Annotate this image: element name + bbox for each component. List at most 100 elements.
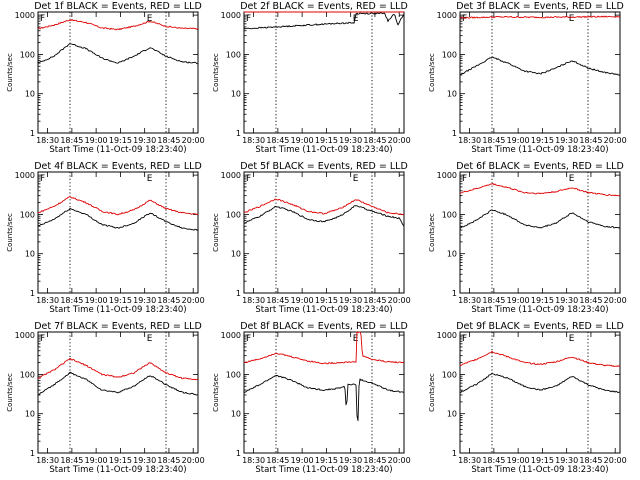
y-tick-label: 100 <box>442 370 457 379</box>
y-tick-label: 100 <box>20 210 35 219</box>
x-tick-label: 18:45 <box>363 456 386 465</box>
y-axis-label: Counts/sec <box>212 53 220 92</box>
x-tick-label: 18:45 <box>363 136 386 145</box>
panel-title: Det 9f BLACK = Events, RED = LLD <box>456 321 624 332</box>
panel-det-4: Det 4f BLACK = Events, RED = LLD 1 10 100 10… <box>6 161 205 315</box>
plot-frame <box>459 171 621 294</box>
y-tick-label: 1000 <box>15 331 35 340</box>
y-tick-label: 10 <box>447 250 457 259</box>
y-tick-label: 1000 <box>15 11 35 20</box>
y-axis-label: Counts/sec <box>428 373 436 412</box>
flag-label: F <box>246 334 251 344</box>
y-axis-label: Counts/sec <box>6 53 14 92</box>
flag-label: E <box>147 334 153 344</box>
events-series-line <box>37 207 199 231</box>
x-tick-label: 20:00 <box>388 136 411 145</box>
x-tick-label: 18:45 <box>157 136 180 145</box>
flag-label: F <box>40 174 45 184</box>
x-tick-label: 18:30 <box>242 136 265 145</box>
y-tick-label: 100 <box>20 370 35 379</box>
x-tick-label: 18:45 <box>579 296 602 305</box>
x-tick-label: 19:30 <box>555 456 578 465</box>
x-axis-label: Start Time (11-Oct-09 18:23:40) <box>49 145 186 155</box>
x-tick-label: 19:15 <box>315 456 338 465</box>
x-tick-label: 18:45 <box>579 136 602 145</box>
y-tick-label: 1000 <box>15 171 35 180</box>
x-tick-label: 18:30 <box>36 296 59 305</box>
x-tick-label: 18:30 <box>458 136 481 145</box>
x-tick-label: 20:00 <box>182 456 205 465</box>
x-tick-label: 19:15 <box>531 456 554 465</box>
panel-title: Det 8f BLACK = Events, RED = LLD <box>240 321 408 332</box>
y-tick-label: 1000 <box>221 11 241 20</box>
x-tick-label: 18:45 <box>482 456 505 465</box>
lld-series-line <box>459 15 621 19</box>
x-tick-label: 19:30 <box>555 296 578 305</box>
panel-title: Det 4f BLACK = Events, RED = LLD <box>34 161 202 172</box>
lld-series-line <box>459 183 621 197</box>
x-tick-label: 19:30 <box>133 456 156 465</box>
x-tick-label: 19:30 <box>133 296 156 305</box>
x-tick-label: 18:30 <box>458 296 481 305</box>
flag-label: F <box>462 14 467 24</box>
flag-label: F <box>246 174 251 184</box>
x-axis-label: Start Time (11-Oct-09 18:23:40) <box>471 465 608 475</box>
panel-det-5: Det 5f BLACK = Events, RED = LLD 1 10 100 10… <box>212 161 411 315</box>
lld-series-line <box>244 198 405 216</box>
y-tick-label: 100 <box>226 370 241 379</box>
y-tick-label: 1 <box>452 129 457 138</box>
x-tick-label: 18:45 <box>579 456 602 465</box>
panel-det-1: Det 1f BLACK = Events, RED = LLD 1 10 100 10… <box>6 1 205 155</box>
y-tick-label: 1000 <box>437 11 457 20</box>
events-series-line <box>243 12 405 30</box>
y-axis-label: Counts/sec <box>428 53 436 92</box>
panel-det-2: Det 2f BLACK = Events, RED = LLD 1 10 100 10… <box>212 1 411 155</box>
x-tick-label: 19:00 <box>507 456 530 465</box>
x-tick-label: 19:00 <box>85 136 108 145</box>
events-series-line <box>37 371 199 396</box>
y-tick-label: 100 <box>442 50 457 59</box>
y-tick-label: 1 <box>236 449 241 458</box>
x-tick-label: 20:00 <box>388 296 411 305</box>
events-series-line <box>459 372 621 394</box>
panel-det-8: Det 8f BLACK = Events, RED = LLD 1 10 100 10… <box>212 321 411 475</box>
x-tick-label: 20:00 <box>182 296 205 305</box>
y-tick-label: 10 <box>25 90 35 99</box>
y-tick-label: 10 <box>25 250 35 259</box>
x-tick-label: 19:30 <box>339 136 362 145</box>
lld-series-line <box>37 18 199 31</box>
y-tick-label: 10 <box>25 410 35 419</box>
y-tick-label: 1 <box>30 289 35 298</box>
x-tick-label: 18:45 <box>60 136 83 145</box>
plot-frame <box>37 171 199 294</box>
x-axis-label: Start Time (11-Oct-09 18:23:40) <box>255 145 392 155</box>
y-tick-label: 1 <box>236 129 241 138</box>
y-tick-label: 1000 <box>437 331 457 340</box>
flag-label: E <box>147 174 153 184</box>
y-tick-label: 10 <box>231 90 241 99</box>
x-axis-label: Start Time (11-Oct-09 18:23:40) <box>255 305 392 315</box>
y-tick-label: 1 <box>30 129 35 138</box>
x-tick-label: 18:45 <box>482 136 505 145</box>
x-tick-label: 18:45 <box>266 296 289 305</box>
x-tick-label: 19:00 <box>291 456 314 465</box>
x-tick-label: 18:30 <box>36 456 59 465</box>
x-tick-label: 19:30 <box>133 136 156 145</box>
x-tick-label: 19:00 <box>507 136 530 145</box>
panel-title: Det 3f BLACK = Events, RED = LLD <box>456 1 624 12</box>
x-tick-label: 18:30 <box>242 296 265 305</box>
y-tick-label: 1 <box>452 449 457 458</box>
x-tick-label: 18:45 <box>266 136 289 145</box>
y-tick-label: 1000 <box>221 171 241 180</box>
y-axis-label: Counts/sec <box>428 213 436 252</box>
y-axis-label: Counts/sec <box>212 213 220 252</box>
x-tick-label: 19:30 <box>339 456 362 465</box>
flag-label: E <box>569 334 575 344</box>
panel-det-7: Det 7f BLACK = Events, RED = LLD 1 10 100 10… <box>6 321 205 475</box>
x-axis-label: Start Time (11-Oct-09 18:23:40) <box>255 465 392 475</box>
y-tick-label: 1000 <box>437 171 457 180</box>
x-tick-label: 18:45 <box>157 296 180 305</box>
plot-frame <box>37 11 199 134</box>
